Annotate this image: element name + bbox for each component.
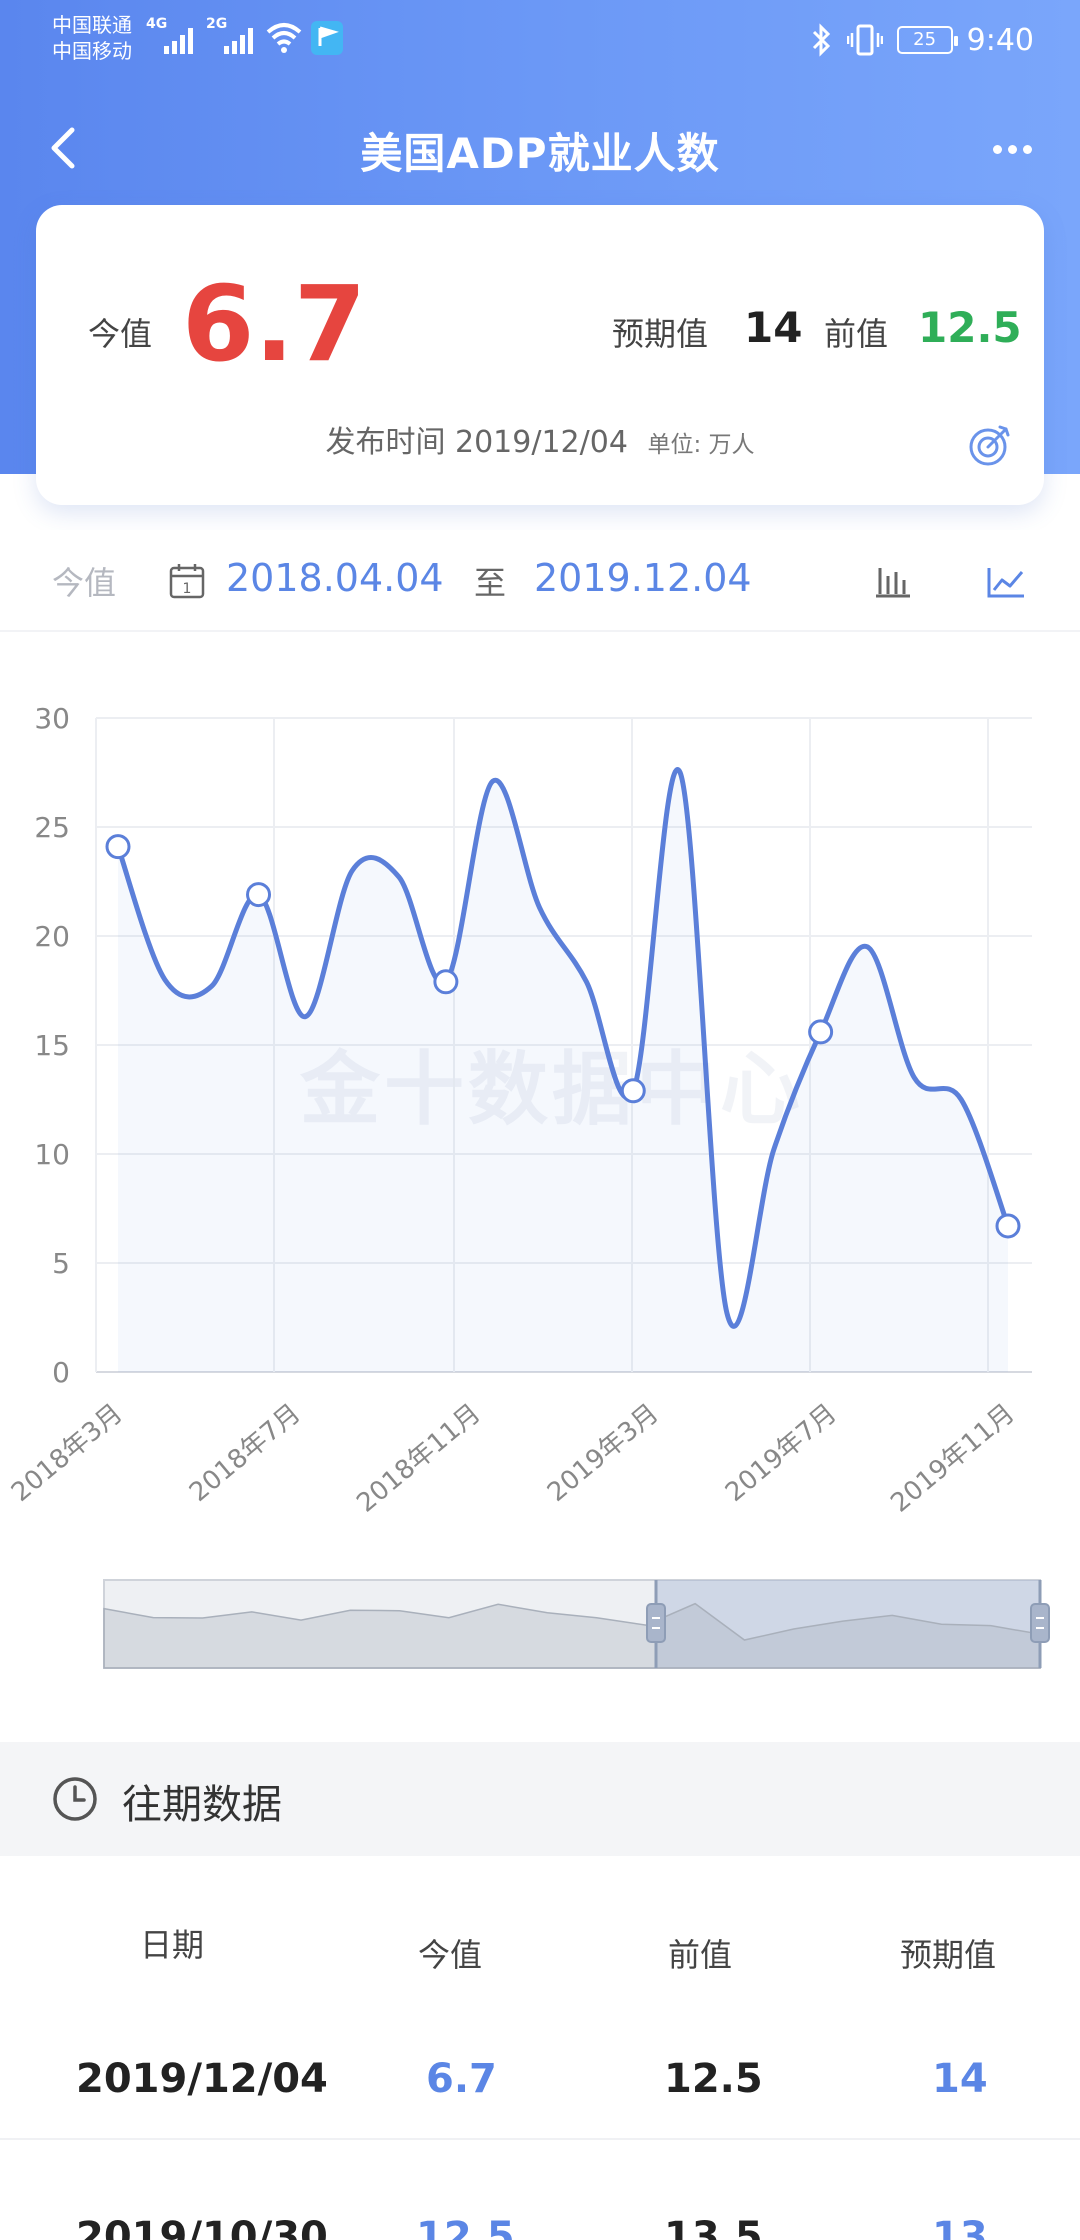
overview-series bbox=[103, 1602, 1041, 1669]
page-title: 美国ADP就业人数 bbox=[360, 129, 720, 178]
overview-handle-grip[interactable] bbox=[646, 1603, 666, 1643]
series-line bbox=[115, 767, 1011, 1329]
data-point bbox=[105, 834, 131, 860]
previous-value: 12.5 bbox=[918, 303, 1022, 352]
overview-handle-grip[interactable] bbox=[1030, 1603, 1050, 1643]
date-from[interactable]: 2018.04.04 bbox=[226, 556, 444, 600]
column-prev: 前值 bbox=[668, 1936, 733, 1974]
data-point bbox=[433, 969, 459, 995]
y-tick-label: 20 bbox=[34, 920, 70, 953]
x-tick-label: 2019年3月 bbox=[542, 1398, 664, 1508]
line-chart-icon[interactable] bbox=[986, 564, 1026, 600]
table-row[interactable]: 2019/10/30 12.5 13.5 13 bbox=[0, 2200, 1080, 2240]
row-expected: 13 bbox=[932, 2214, 988, 2240]
column-expected: 预期值 bbox=[900, 1936, 997, 1974]
expected-value-label: 预期值 bbox=[612, 315, 709, 353]
data-point bbox=[620, 1078, 646, 1104]
x-tick-label: 2019年11月 bbox=[885, 1398, 1020, 1518]
series-area bbox=[118, 769, 1008, 1372]
date-to-separator: 至 bbox=[474, 564, 507, 602]
back-icon[interactable] bbox=[38, 118, 98, 178]
row-prev: 13.5 bbox=[664, 2214, 763, 2240]
clock: 9:40 bbox=[966, 22, 1034, 58]
data-point bbox=[246, 882, 272, 908]
y-tick-label: 0 bbox=[52, 1356, 70, 1389]
x-tick-label: 2018年11月 bbox=[351, 1398, 486, 1518]
current-value-label: 今值 bbox=[88, 315, 153, 353]
clock-icon bbox=[53, 1777, 97, 1821]
y-tick-label: 5 bbox=[52, 1247, 70, 1280]
network-type-1: 4G bbox=[146, 16, 168, 32]
more-dot-icon bbox=[992, 144, 1002, 154]
y-tick-label: 25 bbox=[34, 811, 70, 844]
history-section-header: 往期数据 bbox=[0, 1742, 1080, 1856]
date-to[interactable]: 2019.12.04 bbox=[534, 556, 752, 600]
publish-date: 2019/12/04 bbox=[455, 425, 628, 460]
calendar-icon[interactable]: 1 bbox=[168, 562, 206, 600]
target-icon[interactable] bbox=[966, 421, 1014, 469]
row-prev: 12.5 bbox=[664, 2056, 763, 2102]
wifi-icon bbox=[266, 23, 302, 53]
x-tick-label: 2018年7月 bbox=[184, 1398, 306, 1508]
table-row[interactable]: 2019/12/04 6.7 12.5 14 bbox=[0, 2020, 1080, 2140]
data-point bbox=[808, 1019, 834, 1045]
column-now: 今值 bbox=[418, 1936, 483, 1974]
expected-value: 14 bbox=[744, 303, 803, 352]
line-chart: 金十数据中心 0 5 10 15 20 25 30 2018年3月 2018年7月 2018年11… bbox=[0, 640, 1080, 1740]
y-tick-label: 10 bbox=[34, 1138, 70, 1171]
previous-value-label: 前值 bbox=[824, 315, 889, 353]
svg-text:1: 1 bbox=[183, 581, 192, 597]
carrier-names: 中国联通 中国移动 bbox=[52, 12, 132, 64]
row-now: 6.7 bbox=[426, 2056, 497, 2102]
status-bar: 中国联通 中国移动 4G 2G bbox=[0, 0, 1080, 80]
publish-label: 发布时间 bbox=[325, 425, 446, 460]
more-dot-icon bbox=[1007, 144, 1017, 154]
data-point bbox=[995, 1213, 1021, 1239]
history-title: 往期数据 bbox=[122, 1782, 282, 1828]
range-metric-label[interactable]: 今值 bbox=[52, 564, 117, 602]
more-dot-icon bbox=[1022, 144, 1032, 154]
vibrate-icon bbox=[846, 24, 883, 56]
history-table-header: 日期 今值 前值 预期值 bbox=[0, 1880, 1080, 1980]
signal-2-icon: 2G bbox=[206, 16, 260, 58]
row-date: 2019/12/04 bbox=[76, 2056, 328, 2102]
row-expected: 14 bbox=[932, 2056, 988, 2102]
signal-1-icon: 4G bbox=[146, 16, 200, 58]
x-tick-label: 2018年3月 bbox=[6, 1398, 128, 1508]
chart-watermark: 金十数据中心 bbox=[300, 1025, 804, 1141]
title-bar: 美国ADP就业人数 bbox=[0, 100, 1080, 196]
date-range-bar: 今值 1 2018.04.04 至 2019.12.04 bbox=[0, 530, 1080, 632]
battery-indicator: 25 bbox=[896, 26, 958, 54]
chart-canvas[interactable]: 0 5 10 15 20 25 30 2018年3月 2018年7月 2018年11月 2019年3… bbox=[0, 640, 1080, 1740]
y-tick-label: 15 bbox=[34, 1029, 70, 1062]
carrier-2: 中国移动 bbox=[52, 39, 132, 63]
bluetooth-icon bbox=[812, 23, 830, 57]
current-value: 6.7 bbox=[182, 263, 367, 385]
x-tick-label: 2019年7月 bbox=[720, 1398, 842, 1508]
overview-selection bbox=[656, 1580, 1040, 1668]
bar-chart-icon[interactable] bbox=[874, 564, 912, 600]
carrier-1: 中国联通 bbox=[52, 13, 132, 37]
column-date: 日期 bbox=[140, 1926, 205, 1964]
network-type-2: 2G bbox=[206, 16, 228, 32]
row-now: 12.5 bbox=[416, 2214, 515, 2240]
more-options-button[interactable] bbox=[982, 124, 1042, 174]
summary-card: 今值 6.7 预期值 14 前值 12.5 发布时间 2019/12/04 单位… bbox=[36, 205, 1044, 505]
app-notification-icon bbox=[311, 21, 343, 55]
row-date: 2019/10/30 bbox=[76, 2214, 328, 2240]
unit-label: 单位: 万人 bbox=[647, 432, 755, 458]
publish-info: 发布时间 2019/12/04 单位: 万人 bbox=[36, 417, 1044, 461]
y-tick-label: 30 bbox=[34, 702, 70, 735]
status-right: 25 9:40 bbox=[811, 18, 1034, 62]
